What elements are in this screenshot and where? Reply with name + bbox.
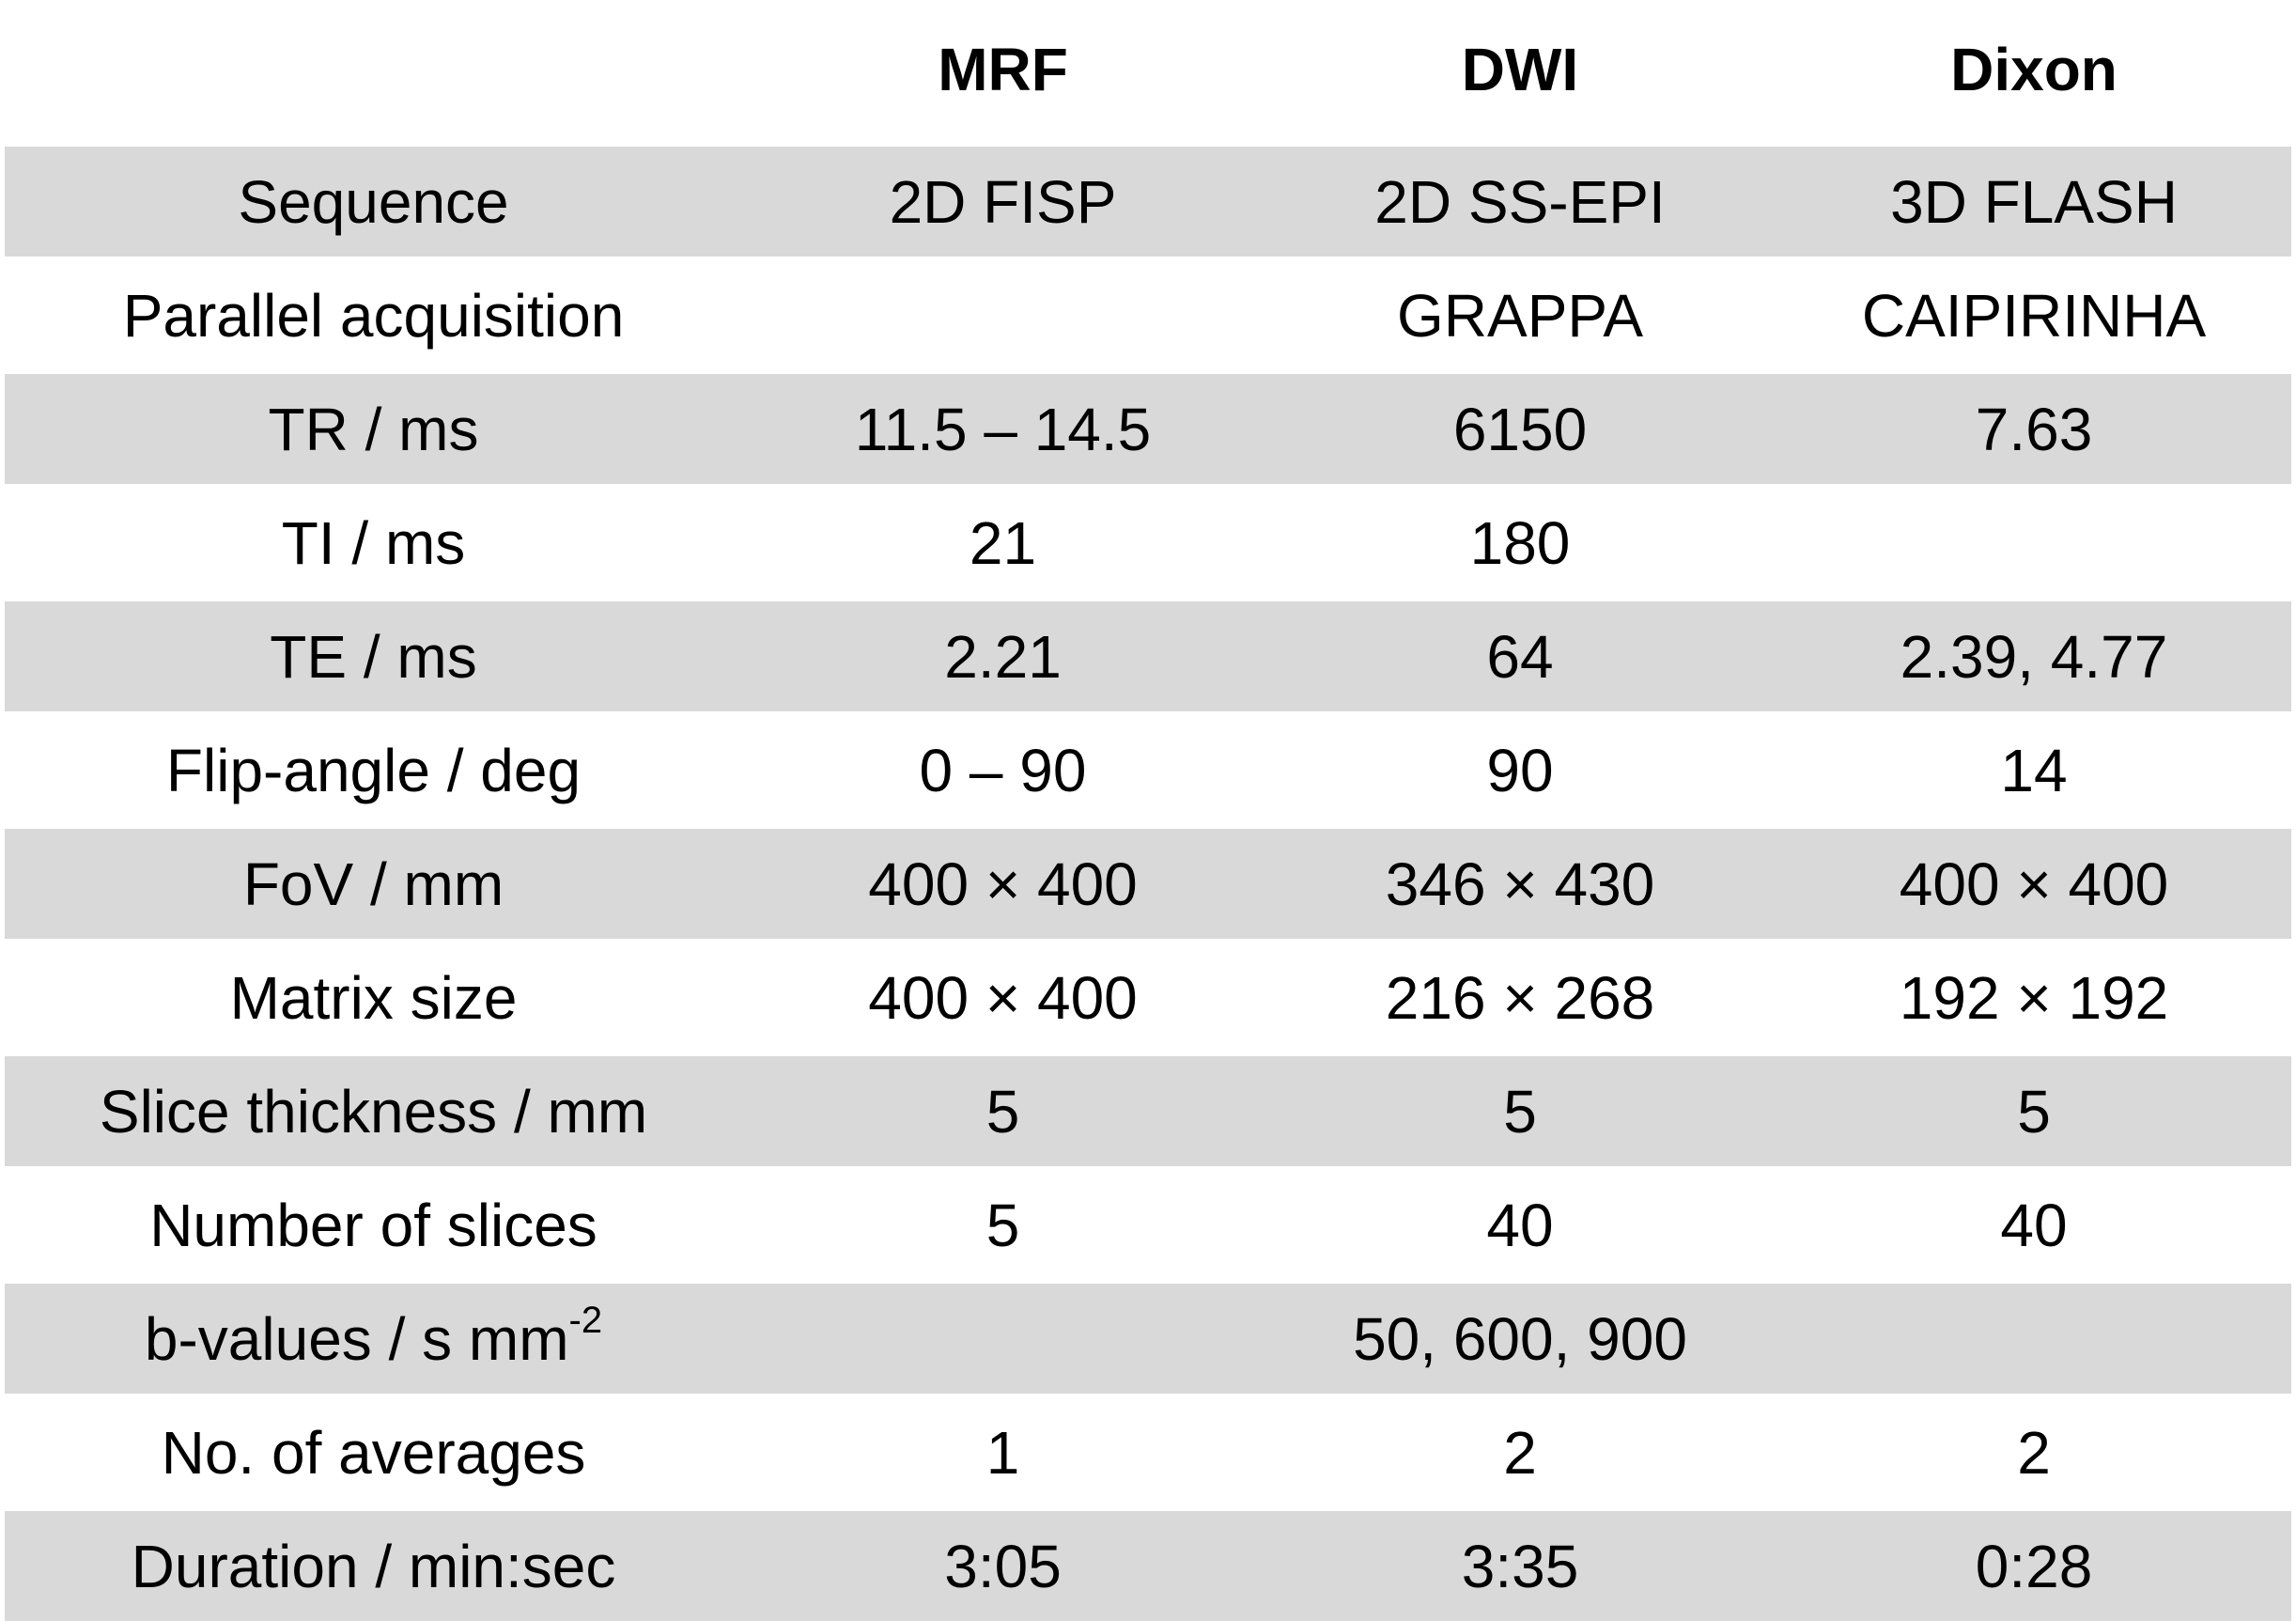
row-label-text: b-values / s mm (144, 1304, 569, 1373)
cell-dixon: 14 (1776, 713, 2291, 829)
cell-dixon: 0:28 (1776, 1509, 2291, 1621)
row-label: Duration / min:sec (5, 1509, 742, 1621)
cell-mrf: 2D FISP (742, 147, 1264, 260)
header-empty (5, 0, 742, 143)
row-label: Flip-angle / deg (5, 713, 742, 829)
row-label: FoV / mm (5, 827, 742, 943)
cell-mrf: 3:05 (742, 1509, 1264, 1621)
table-row: Flip-angle / deg 0 – 90 90 14 (5, 713, 2291, 829)
cell-mrf: 1 (742, 1395, 1264, 1511)
cell-dwi: 346 × 430 (1264, 827, 1776, 943)
table-row: TI / ms 21 180 (5, 486, 2291, 601)
row-label: Sequence (5, 147, 742, 260)
sequence-parameters-table: MRF DWI Dixon Sequence 2D FISP 2D SS-EPI 3D… (5, 0, 2291, 1621)
cell-mrf: 5 (742, 1168, 1264, 1284)
table-header: MRF DWI Dixon (5, 0, 2291, 147)
row-label: Matrix size (5, 941, 742, 1056)
table-row: Slice thickness / mm 5 5 5 (5, 1054, 2291, 1170)
cell-dixon: 2.39, 4.77 (1776, 600, 2291, 715)
row-label: Number of slices (5, 1168, 742, 1284)
table-row: FoV / mm 400 × 400 346 × 430 400 × 400 (5, 827, 2291, 943)
cell-dwi: GRAPPA (1264, 258, 1776, 374)
cell-mrf: 0 – 90 (742, 713, 1264, 829)
cell-dwi: 3:35 (1264, 1509, 1776, 1621)
cell-dwi: 180 (1264, 486, 1776, 601)
row-label: TI / ms (5, 486, 742, 601)
cell-dixon (1776, 486, 2291, 601)
cell-dwi: 40 (1264, 1168, 1776, 1284)
cell-dixon (1776, 1282, 2291, 1397)
cell-mrf: 21 (742, 486, 1264, 601)
row-label: Slice thickness / mm (5, 1054, 742, 1170)
cell-dixon: 5 (1776, 1054, 2291, 1170)
header-mrf: MRF (938, 36, 1068, 103)
cell-dixon: CAIPIRINHA (1776, 258, 2291, 374)
table-body: Sequence 2D FISP 2D SS-EPI 3D FLASH Parallel… (5, 147, 2291, 1621)
table-row: No. of averages 1 2 2 (5, 1395, 2291, 1511)
header-dwi: DWI (1461, 36, 1579, 103)
row-label: TE / ms (5, 600, 742, 715)
row-label: No. of averages (5, 1395, 742, 1511)
cell-mrf: 5 (742, 1054, 1264, 1170)
cell-dixon: 2 (1776, 1395, 2291, 1511)
table-row: Sequence 2D FISP 2D SS-EPI 3D FLASH (5, 147, 2291, 260)
table-row: Parallel acquisition GRAPPA CAIPIRINHA (5, 258, 2291, 374)
table-row: TR / ms 11.5 – 14.5 6150 7.63 (5, 372, 2291, 488)
cell-dixon: 400 × 400 (1776, 827, 2291, 943)
cell-dwi: 64 (1264, 600, 1776, 715)
cell-mrf (742, 258, 1264, 374)
cell-mrf (742, 1282, 1264, 1397)
table-row: Matrix size 400 × 400 216 × 268 192 × 192 (5, 941, 2291, 1056)
row-label-superscript: -2 (568, 1300, 603, 1342)
cell-mrf: 11.5 – 14.5 (742, 372, 1264, 488)
cell-dwi: 2 (1264, 1395, 1776, 1511)
sequence-parameters-table-container: MRF DWI Dixon Sequence 2D FISP 2D SS-EPI 3D… (5, 0, 2291, 1621)
table-row: Number of slices 5 40 40 (5, 1168, 2291, 1284)
cell-dixon: 7.63 (1776, 372, 2291, 488)
cell-dixon: 40 (1776, 1168, 2291, 1284)
cell-mrf: 400 × 400 (742, 827, 1264, 943)
table-row: TE / ms 2.21 64 2.39, 4.77 (5, 600, 2291, 715)
row-label: TR / ms (5, 372, 742, 488)
cell-dwi: 216 × 268 (1264, 941, 1776, 1056)
cell-dixon: 3D FLASH (1776, 147, 2291, 260)
cell-dixon: 192 × 192 (1776, 941, 2291, 1056)
cell-dwi: 50, 600, 900 (1264, 1282, 1776, 1397)
cell-dwi: 5 (1264, 1054, 1776, 1170)
table-row: Duration / min:sec 3:05 3:35 0:28 (5, 1509, 2291, 1621)
table-row: b-values / s mm-2 50, 600, 900 (5, 1282, 2291, 1397)
row-label: Parallel acquisition (5, 258, 742, 374)
cell-dwi: 90 (1264, 713, 1776, 829)
cell-dwi: 2D SS-EPI (1264, 147, 1776, 260)
cell-mrf: 2.21 (742, 600, 1264, 715)
cell-dwi: 6150 (1264, 372, 1776, 488)
header-dixon: Dixon (1950, 36, 2118, 103)
header-row: MRF DWI Dixon (5, 0, 2291, 147)
cell-mrf: 400 × 400 (742, 941, 1264, 1056)
row-label: b-values / s mm-2 (5, 1282, 742, 1397)
